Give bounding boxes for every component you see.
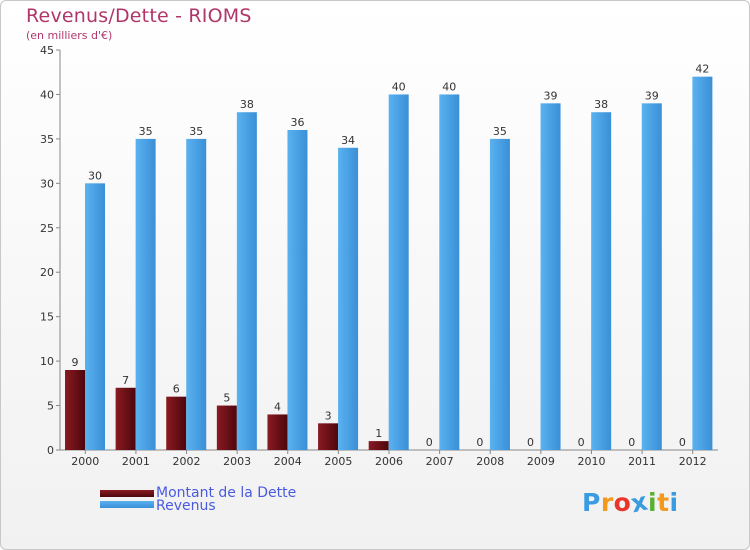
bar-revenus-label: 35 [139,125,153,138]
bar-revenus-label: 34 [341,134,355,147]
bars [65,76,713,451]
y-tick-label: 20 [40,266,54,279]
bar-revenus[interactable] [338,147,359,450]
bar-debt-label: 0 [628,436,635,449]
bar-debt-label: 0 [679,436,686,449]
bar-debt[interactable] [368,441,389,450]
x-tick-label: 2011 [628,455,656,468]
bar-debt[interactable] [318,423,339,450]
y-tick-label: 5 [47,400,54,413]
x-tick-label: 2012 [679,455,707,468]
bar-debt-label: 4 [274,400,281,413]
bar-revenus-label: 38 [240,98,254,111]
bar-debt[interactable] [267,414,288,450]
bar-revenus-label: 42 [695,63,709,76]
y-tick-label: 10 [40,355,54,368]
bar-revenus[interactable] [236,112,257,450]
bar-debt-label: 3 [325,409,332,422]
bar-revenus[interactable] [439,94,460,450]
bar-revenus[interactable] [591,112,612,450]
y-tick-label: 15 [40,311,54,324]
x-tick-label: 2004 [274,455,302,468]
x-tick-label: 2003 [223,455,251,468]
y-tick-label: 40 [40,88,54,101]
y-tick-label: 30 [40,177,54,190]
bar-revenus[interactable] [489,138,510,450]
bar-revenus[interactable] [85,183,105,451]
x-tick-label: 2010 [577,455,605,468]
bar-revenus[interactable] [388,94,409,450]
x-tick-label: 2002 [173,455,201,468]
x-tick-label: 2000 [71,455,99,468]
y-tick-label: 45 [40,44,54,57]
bar-debt-label: 5 [223,392,230,405]
legend-swatch-revenus [100,501,154,508]
bar-revenus-label: 38 [594,98,608,111]
bar-debt[interactable] [65,370,85,450]
bar-revenus-label: 39 [645,89,659,102]
bar-debt[interactable] [115,387,136,450]
bar-revenus[interactable] [186,138,207,450]
bar-debt-label: 7 [122,374,129,387]
chart-subtitle: (en milliers d'€) [26,29,113,42]
chart-title: Revenus/Dette - RIOMS [26,5,252,27]
x-tick-label: 2008 [476,455,504,468]
y-tick-label: 0 [47,444,54,457]
bar-revenus[interactable] [287,130,308,450]
y-tick-label: 35 [40,133,54,146]
bar-revenus-label: 35 [189,125,203,138]
bar-revenus[interactable] [641,103,662,450]
bar-debt-label: 6 [173,383,180,396]
proxiti-logo: Proxiti [582,486,679,519]
data-labels: 9 7 6 5 4 3 1 0 0 0 0 0 0 30 35 35 38 36 34 40 40 35 39 38 39 42 [72,63,710,449]
bar-revenus-label: 35 [493,125,507,138]
legend-swatch-debt [100,490,154,497]
bar-revenus-label: 36 [290,116,304,129]
bar-debt-label: 0 [426,436,433,449]
x-tick-label: 2006 [375,455,403,468]
bar-debt-label: 0 [527,436,534,449]
bar-revenus[interactable] [135,138,156,450]
bar-debt-label: 0 [578,436,585,449]
x-tick-label: 2009 [527,455,555,468]
bar-revenus-label: 39 [544,89,558,102]
legend-label-debt: Montant de la Dette [156,485,297,501]
x-tick-label: 2005 [324,455,352,468]
bar-debt[interactable] [166,396,187,450]
bar-revenus[interactable] [692,76,713,451]
legend-label-revenus: Revenus [156,498,216,514]
x-tick-label: 2001 [122,455,150,468]
bar-revenus-label: 40 [392,80,406,93]
bar-revenus-label: 30 [88,169,102,182]
bar-revenus[interactable] [540,103,561,450]
x-tick-label: 2007 [426,455,454,468]
bar-debt-label: 1 [375,427,382,440]
y-tick-label: 25 [40,222,54,235]
bar-debt-label: 0 [476,436,483,449]
bar-revenus-label: 40 [442,80,456,93]
bar-debt[interactable] [216,405,237,450]
bar-debt-label: 9 [72,356,79,369]
